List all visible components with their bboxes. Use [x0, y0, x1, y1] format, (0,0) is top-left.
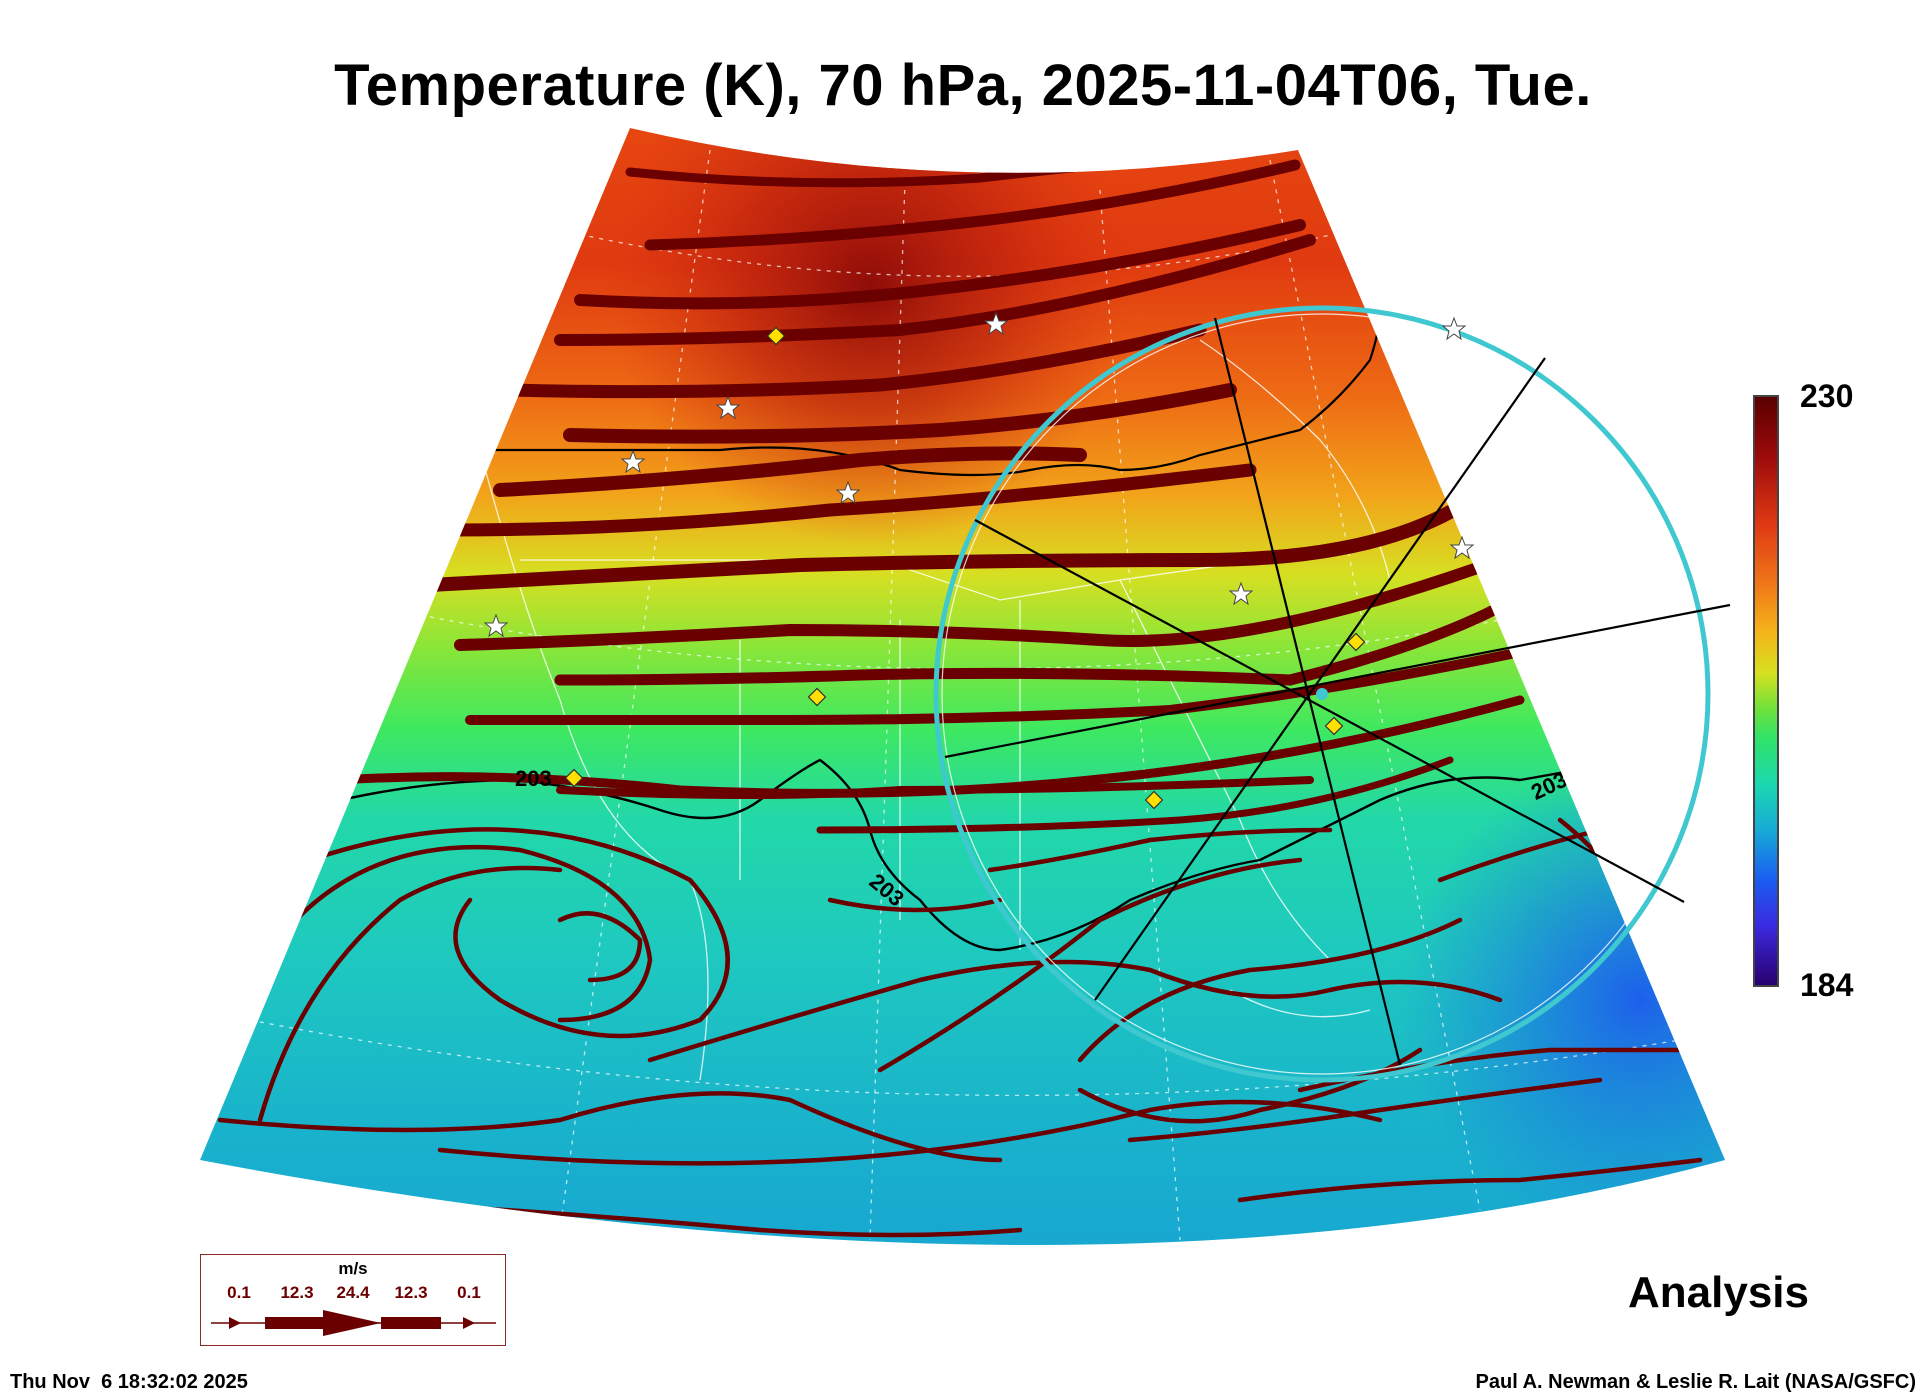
- wind-streamlines: [335, 159, 1536, 834]
- legend-unit: m/s: [338, 1259, 368, 1278]
- colorbar-min-label: 184: [1800, 967, 1854, 1003]
- radial-lines: [944, 317, 1731, 1066]
- legend-arrow: [211, 1310, 496, 1336]
- star-markers: [483, 311, 1475, 638]
- legend-tick: 0.1: [227, 1283, 251, 1302]
- panel-label: Analysis: [1628, 1268, 1809, 1317]
- wind-speed-legend: m/s 0.1 12.3 24.4 12.3 0.1: [200, 1254, 506, 1346]
- legend-tick: 12.3: [394, 1283, 428, 1302]
- legend-tick: 12.3: [280, 1283, 314, 1302]
- legend-tick: 0.1: [457, 1283, 481, 1302]
- colorbar-max-label: 230: [1800, 378, 1854, 414]
- timestamp: Thu Nov 6 18:32:02 2025: [10, 1371, 248, 1393]
- range-ring: [933, 305, 1711, 1083]
- colorbar: [1753, 395, 1779, 987]
- map-field: 203 203 203: [200, 128, 1725, 1245]
- station-markers: [564, 326, 1366, 810]
- credit-line: Paul A. Newman & Leslie R. Lait (NASA/GS…: [1475, 1371, 1916, 1393]
- country-border: [470, 309, 1382, 477]
- contour-label: 203: [515, 766, 552, 791]
- legend-tick: 24.4: [336, 1283, 370, 1302]
- center-marker: [1316, 688, 1328, 700]
- page-title: Temperature (K), 70 hPa, 2025-11-04T06, …: [334, 53, 1592, 118]
- range-ring-overlay: [933, 305, 1731, 1083]
- wind-streamlines-lower: [217, 817, 1703, 1238]
